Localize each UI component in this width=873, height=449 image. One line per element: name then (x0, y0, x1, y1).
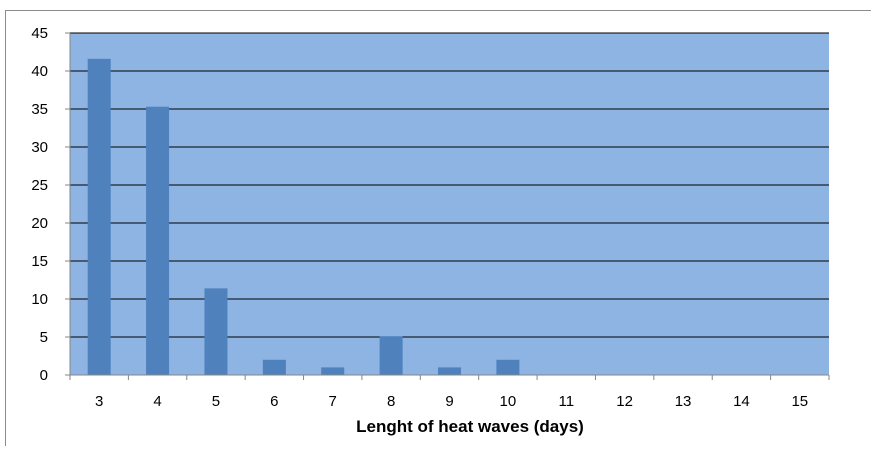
bar-8 (379, 336, 403, 375)
x-tick-label: 11 (558, 393, 574, 410)
bar-10 (496, 359, 520, 375)
y-tick-label: 5 (40, 329, 48, 346)
x-tick-label: 13 (675, 393, 692, 410)
x-axis-ticks: 3 4 5 6 7 8 9 10 11 12 13 14 15 (69, 375, 830, 410)
chart-frame (5, 10, 871, 446)
bars (87, 58, 520, 376)
x-axis-title: Lenght of heat waves (days) (356, 417, 584, 436)
bar-6 (262, 359, 286, 375)
axes (69, 33, 829, 376)
y-tick-label: 25 (31, 177, 48, 194)
x-tick-label: 15 (791, 393, 808, 410)
x-tick-label: 10 (500, 393, 517, 410)
x-tick-label: 7 (329, 393, 337, 410)
y-axis-ticks: 0 5 10 15 20 25 30 35 40 45 (31, 25, 70, 384)
gridlines (70, 32, 829, 338)
y-tick-label: 35 (31, 101, 48, 118)
y-tick-label: 30 (31, 139, 48, 156)
y-tick-label: 0 (40, 367, 48, 384)
plot-area (70, 33, 829, 375)
x-tick-label: 14 (733, 393, 750, 410)
y-tick-label: 10 (31, 291, 48, 308)
bar-3 (87, 58, 111, 376)
x-tick-label: 4 (153, 393, 161, 410)
x-tick-label: 9 (445, 393, 453, 410)
x-tick-label: 8 (387, 393, 395, 410)
x-tick-label: 3 (95, 393, 103, 410)
x-tick-label: 6 (270, 393, 278, 410)
x-tick-label: 5 (212, 393, 220, 410)
y-tick-label: 40 (31, 63, 48, 80)
bar-9 (438, 367, 461, 375)
bar-5 (204, 288, 228, 375)
bar-4 (146, 106, 170, 375)
y-tick-label: 20 (31, 215, 48, 232)
y-tick-label: 15 (31, 253, 48, 270)
x-tick-label: 12 (616, 393, 633, 410)
y-tick-label: 45 (31, 25, 48, 42)
bar-7 (321, 367, 345, 375)
